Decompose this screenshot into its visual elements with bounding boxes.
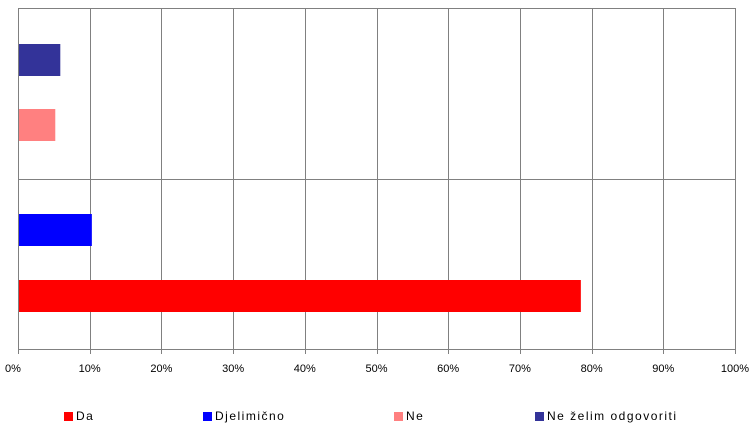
legend-item: Da bbox=[64, 409, 94, 423]
tick-label-x-20: 20% bbox=[150, 363, 172, 375]
x-axis-tick-labels: 0% 10% 20% 30% 40% 50% 60% 70% 80% 90% 100% bbox=[5, 363, 749, 375]
tick-label-x-60: 60% bbox=[437, 363, 459, 375]
tick-label-x-90: 90% bbox=[652, 363, 674, 375]
legend-swatch bbox=[64, 412, 73, 421]
bar-da-cat-1 bbox=[18, 280, 581, 312]
legend: Da Djelimično Ne Ne želim odgovoriti bbox=[0, 409, 750, 427]
legend-item: Djelimično bbox=[203, 409, 285, 423]
bars bbox=[18, 44, 581, 312]
legend-item: Ne želim odgovoriti bbox=[535, 409, 678, 423]
tick-label-x-0: 0% bbox=[5, 363, 21, 375]
legend-swatch bbox=[203, 412, 212, 421]
tick-label-x-100: 100% bbox=[721, 363, 749, 375]
tick-label-x-40: 40% bbox=[294, 363, 316, 375]
legend-label: Da bbox=[76, 409, 94, 423]
bar-ne-cat-2 bbox=[18, 109, 55, 141]
tick-label-x-50: 50% bbox=[365, 363, 387, 375]
legend-item: Ne bbox=[394, 409, 424, 423]
tick-label-x-10: 10% bbox=[79, 363, 101, 375]
bar-djelimično-cat-1 bbox=[18, 214, 92, 246]
legend-swatch bbox=[394, 412, 403, 421]
tick-label-x-30: 30% bbox=[222, 363, 244, 375]
tick-label-x-70: 70% bbox=[509, 363, 531, 375]
tick-label-x-80: 80% bbox=[581, 363, 603, 375]
legend-swatch bbox=[535, 412, 544, 421]
legend-label: Djelimično bbox=[215, 409, 285, 423]
bar-ne-želim-odgovoriti-cat-2 bbox=[18, 44, 60, 76]
legend-label: Ne bbox=[406, 409, 424, 423]
legend-label: Ne želim odgovoriti bbox=[547, 409, 678, 423]
